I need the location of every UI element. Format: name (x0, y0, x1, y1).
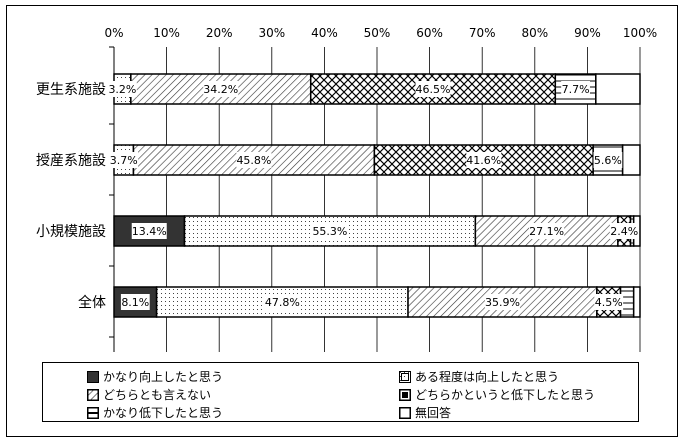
legend-label: どちらとも言えない (103, 388, 212, 402)
category-label: 更生系施設 (36, 82, 106, 98)
legend-swatch-solid (87, 370, 99, 383)
data-label: 35.9% (485, 296, 520, 309)
data-label-bg (593, 152, 623, 168)
data-label: 47.8% (265, 296, 300, 309)
data-label-bg (415, 81, 451, 97)
data-label-bg (609, 223, 639, 239)
data-label-bg (236, 152, 272, 168)
x-tick-label: 60% (416, 26, 443, 40)
x-tick-label: 80% (521, 26, 548, 40)
data-label: 3.2% (108, 83, 136, 96)
data-label: 41.6% (466, 154, 501, 167)
data-label-bg (561, 81, 590, 97)
data-label-bg (264, 294, 300, 310)
legend-swatch-diagonal (87, 388, 99, 401)
data-label: 45.8% (236, 154, 271, 167)
legend-item: どちらかというと低下したと思う (399, 386, 595, 403)
legend-swatch-bricks (87, 406, 99, 419)
legend-item: 無回答 (399, 404, 451, 421)
legend-swatch-diamond (399, 388, 411, 401)
legend-label: どちらかというと低下したと思う (415, 388, 596, 402)
category-label: 全体 (78, 294, 106, 311)
legend-item: どちらとも言えない (87, 386, 211, 403)
x-tick-label: 10% (153, 26, 180, 40)
bar-segment (632, 286, 641, 318)
data-label: 27.1% (529, 225, 564, 238)
legend-label: かなり向上したと思う (103, 370, 224, 384)
data-label: 7.7% (562, 83, 590, 96)
legend-item: ある程度は向上したと思う (399, 368, 559, 385)
x-tick-label: 100% (623, 26, 657, 40)
data-label: 3.7% (110, 154, 138, 167)
chart-frame (6, 5, 678, 437)
data-label-bg (466, 152, 502, 168)
legend-label: ある程度は向上したと思う (415, 370, 560, 384)
data-label: 4.5% (595, 296, 623, 309)
legend-label: 無回答 (415, 406, 452, 420)
x-tick-label: 20% (206, 26, 233, 40)
legend-item: かなり低下したと思う (87, 404, 223, 421)
data-label: 55.3% (312, 225, 347, 238)
legend-swatch-dots (399, 370, 411, 383)
data-label: 34.2% (203, 83, 238, 96)
data-label-bg (120, 294, 150, 310)
data-label-bg (203, 81, 239, 97)
data-label: 2.4% (610, 225, 638, 238)
data-label-bg (529, 223, 565, 239)
data-label-bg (484, 294, 520, 310)
data-label-bg (109, 152, 139, 168)
x-tick-label: 0% (104, 26, 123, 40)
bar-segment (621, 144, 641, 176)
legend-swatch-blank (399, 406, 411, 419)
data-label: 5.6% (594, 154, 622, 167)
data-label-bg (594, 294, 624, 310)
legend-label: かなり低下したと思う (103, 406, 224, 420)
x-tick-label: 50% (364, 26, 391, 40)
x-tick-label: 30% (258, 26, 285, 40)
data-label: 8.1% (121, 296, 149, 309)
x-tick-label: 70% (469, 26, 496, 40)
data-label-bg (131, 223, 167, 239)
legend-item: かなり向上したと思う (87, 368, 223, 385)
category-label: 小規模施設 (36, 224, 106, 240)
data-label: 13.4% (132, 225, 167, 238)
x-tick-label: 90% (574, 26, 601, 40)
x-tick-label: 40% (311, 26, 338, 40)
category-label: 授産系施設 (36, 153, 106, 169)
data-label-bg (312, 223, 348, 239)
data-label: 46.5% (416, 83, 451, 96)
bar-segment (595, 73, 641, 105)
legend: かなり向上したと思う ある程度は向上したと思う どちらとも言えない どちらかとい… (42, 362, 639, 422)
data-label-bg (108, 81, 137, 97)
